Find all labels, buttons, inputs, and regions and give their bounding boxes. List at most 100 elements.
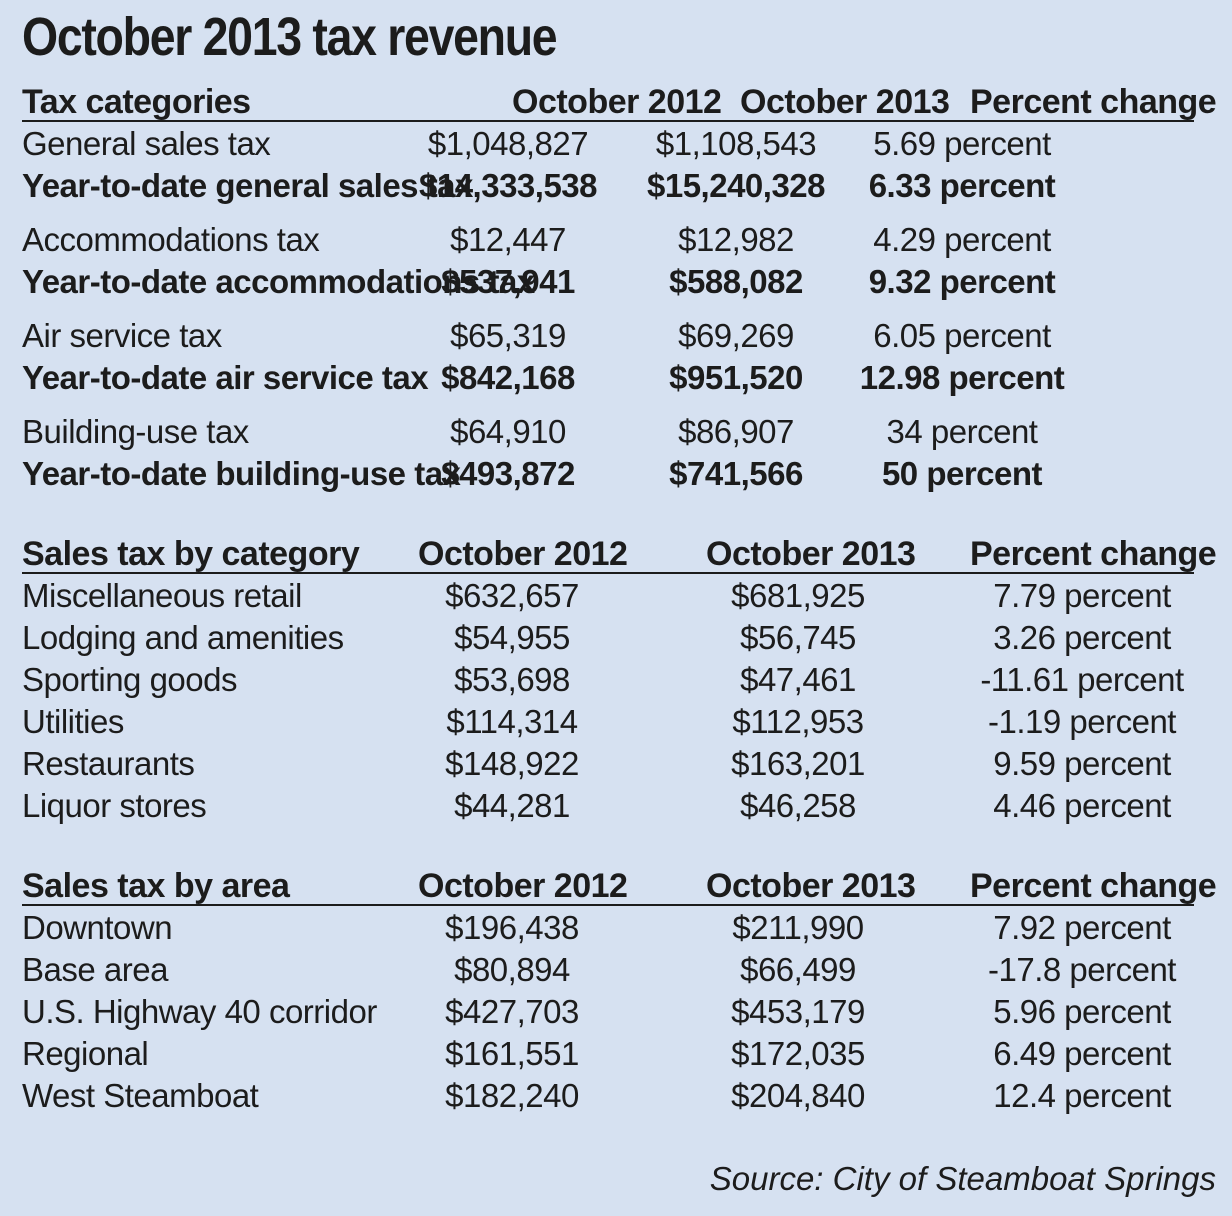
table-row: General sales tax $1,048,827 $1,108,543 5.6… <box>22 124 1194 164</box>
table-row: Air service tax $65,319 $69,269 6.05 percen… <box>22 316 1194 356</box>
row-label: Accommodations tax <box>22 221 320 258</box>
percent-change-cell: 12.4 percent <box>993 1077 1171 1114</box>
oct2012-cell: $44,281 <box>454 787 570 824</box>
table-row: Regional $161,551 $172,035 6.49 percent <box>22 1034 1194 1074</box>
table-row: Year-to-date general sales tax $14,333,53… <box>22 166 1194 206</box>
percent-change-cell: 5.69 percent <box>873 125 1051 162</box>
column-header: Percent change <box>970 867 1217 905</box>
oct2013-cell: $588,082 <box>669 263 803 300</box>
oct2012-cell: $80,894 <box>454 951 570 988</box>
table-row: Year-to-date building-use tax $493,872 $74… <box>22 454 1194 494</box>
oct2013-cell: $163,201 <box>731 745 865 782</box>
table-row: West Steamboat $182,240 $204,840 12.4 perce… <box>22 1076 1194 1116</box>
percent-change-cell: 6.05 percent <box>873 317 1051 354</box>
table-row: Sporting goods $53,698 $47,461 -11.61 perce… <box>22 660 1194 700</box>
section3-header-row: Sales tax by area October 2012 October 201… <box>22 867 1217 906</box>
oct2013-cell: $56,745 <box>740 619 856 656</box>
percent-change-cell: 7.92 percent <box>993 909 1171 946</box>
percent-change-cell: 4.46 percent <box>993 787 1171 824</box>
percent-change-cell: 3.26 percent <box>993 619 1171 656</box>
table-row: Year-to-date accommodations tax $537,941 $… <box>22 262 1194 302</box>
table-row: U.S. Highway 40 corridor $427,703 $453,179… <box>22 992 1194 1032</box>
oct2012-cell: $12,447 <box>450 221 566 258</box>
percent-change-cell: -11.61 percent <box>980 661 1184 698</box>
table-row: Miscellaneous retail $632,657 $681,925 7.79… <box>22 576 1194 616</box>
percent-change-cell: 5.96 percent <box>993 993 1171 1030</box>
column-header: Percent change <box>970 535 1217 573</box>
row-label: Year-to-date air service tax <box>22 359 429 396</box>
row-label: Base area <box>22 951 168 988</box>
source-credit: Source: City of Steamboat Springs <box>709 1160 1216 1197</box>
oct2012-cell: $182,240 <box>445 1077 579 1114</box>
oct2012-cell: $632,657 <box>445 577 579 614</box>
oct2012-cell: $114,314 <box>446 703 578 740</box>
oct2012-cell: $537,941 <box>441 263 575 300</box>
table-row: Base area $80,894 $66,499 -17.8 percent <box>22 950 1194 990</box>
oct2013-cell: $66,499 <box>740 951 856 988</box>
percent-change-cell: -17.8 percent <box>988 951 1176 988</box>
oct2013-cell: $211,990 <box>732 909 864 946</box>
percent-change-cell: 7.79 percent <box>993 577 1171 614</box>
oct2012-cell: $427,703 <box>445 993 579 1030</box>
percent-change-cell: 9.59 percent <box>993 745 1171 782</box>
oct2013-cell: $86,907 <box>678 413 794 450</box>
oct2013-cell: $46,258 <box>740 787 856 824</box>
column-header: Sales tax by category <box>22 535 360 573</box>
table-row: Liquor stores $44,281 $46,258 4.46 percent <box>22 786 1194 826</box>
section2-header-row: Sales tax by category October 2012 October… <box>22 535 1217 574</box>
column-header: Percent change <box>970 83 1217 121</box>
percent-change-cell: 4.29 percent <box>873 221 1051 258</box>
oct2012-cell: $148,922 <box>445 745 579 782</box>
oct2013-cell: $1,108,543 <box>655 125 817 162</box>
oct2013-cell: $69,269 <box>678 317 794 354</box>
percent-change-cell: -1.19 percent <box>988 703 1176 740</box>
oct2013-cell: $951,520 <box>669 359 803 396</box>
row-label: Utilities <box>22 703 124 740</box>
column-header: Sales tax by area <box>22 867 290 905</box>
oct2013-cell: $204,840 <box>731 1077 865 1114</box>
row-label: Air service tax <box>22 317 222 354</box>
column-header: Tax categories <box>22 83 251 121</box>
oct2012-cell: $842,168 <box>441 359 575 396</box>
oct2013-cell: $112,953 <box>732 703 864 740</box>
table-row: Restaurants $148,922 $163,201 9.59 percent <box>22 744 1194 784</box>
column-header: October 2013 <box>706 535 916 573</box>
row-label: Miscellaneous retail <box>22 577 302 614</box>
row-label: General sales tax <box>22 125 271 162</box>
percent-change-cell: 9.32 percent <box>868 263 1056 300</box>
oct2012-cell: $14,333,538 <box>418 167 598 204</box>
oct2012-cell: $53,698 <box>454 661 570 698</box>
row-label: U.S. Highway 40 corridor <box>22 993 377 1030</box>
row-label: Year-to-date general sales tax <box>22 167 473 204</box>
row-label: Downtown <box>22 909 173 946</box>
row-label: Lodging and amenities <box>22 619 344 656</box>
table-row: Accommodations tax $12,447 $12,982 4.29 per… <box>22 220 1194 260</box>
row-label: Regional <box>22 1035 149 1072</box>
oct2013-cell: $453,179 <box>731 993 865 1030</box>
table-row: Building-use tax $64,910 $86,907 34 percent <box>22 412 1194 452</box>
row-label: Building-use tax <box>22 413 249 450</box>
oct2013-cell: $47,461 <box>740 661 856 698</box>
table-row: Utilities $114,314 $112,953 -1.19 percent <box>22 702 1194 742</box>
percent-change-cell: 6.49 percent <box>993 1035 1171 1072</box>
oct2012-cell: $65,319 <box>450 317 566 354</box>
oct2012-cell: $196,438 <box>445 909 579 946</box>
column-header: October 2013 <box>706 867 916 905</box>
oct2013-cell: $15,240,328 <box>646 167 826 204</box>
page-title: October 2013 tax revenue <box>22 7 558 67</box>
column-header: October 2012 <box>512 83 722 121</box>
oct2013-cell: $12,982 <box>678 221 794 258</box>
table-row: Lodging and amenities $54,955 $56,745 3.26 … <box>22 618 1194 658</box>
section1-header-row: Tax categories October 2012 October 2013 Pe… <box>22 83 1217 122</box>
oct2012-cell: $161,551 <box>445 1035 579 1072</box>
row-label: Sporting goods <box>22 661 238 698</box>
oct2012-cell: $64,910 <box>450 413 566 450</box>
column-header: October 2013 <box>740 83 950 121</box>
column-header: October 2012 <box>418 867 628 905</box>
oct2012-cell: $493,872 <box>441 455 575 492</box>
oct2013-cell: $741,566 <box>669 455 803 492</box>
column-header: October 2012 <box>418 535 628 573</box>
table-row: Downtown $196,438 $211,990 7.92 percent <box>22 908 1194 948</box>
percent-change-cell: 6.33 percent <box>868 167 1056 204</box>
